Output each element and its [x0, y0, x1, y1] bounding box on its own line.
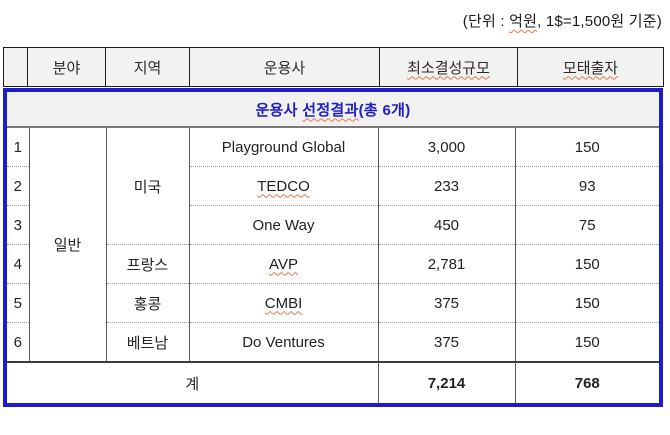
table-row: 2 TEDCO 233 93 [7, 166, 659, 206]
cell-min-size: 2,781 [377, 244, 515, 284]
unit-note-unit: 억원 [509, 13, 538, 30]
cell-min-size: 3,000 [377, 128, 515, 167]
row-number: 6 [7, 322, 29, 362]
cell-investment: 75 [514, 205, 659, 245]
column-header-investment-label: 모태출자 [562, 59, 619, 77]
cell-investment: 150 [514, 322, 659, 362]
total-min-size: 7,214 [377, 361, 515, 403]
cell-region: 베트남 [105, 322, 189, 362]
total-label: 계 [7, 361, 378, 403]
table-row: 5 홍콩 CMBI 375 150 [7, 283, 659, 323]
cell-manager: Playground Global [188, 128, 378, 167]
cell-min-size: 233 [377, 166, 515, 206]
cell-manager: AVP [188, 244, 378, 284]
row-number: 5 [7, 283, 29, 323]
unit-note: (단위 : 억원, 1$=1,500원 기준) [463, 10, 662, 31]
column-header-index [3, 47, 28, 87]
unit-note-suffix: , 1$=1,500원 기준) [537, 13, 662, 30]
section-title: 운용사 선정결과 (총 6개) [7, 92, 659, 128]
cell-manager: CMBI [188, 283, 378, 323]
cell-investment: 93 [514, 166, 659, 206]
column-header-field: 분야 [27, 47, 106, 87]
selection-result-box: 운용사 선정결과 (총 6개) 1 일반 미국 Playground Globa… [3, 88, 663, 407]
cell-min-size: 375 [377, 322, 515, 362]
cell-manager: TEDCO [188, 166, 378, 206]
cell-min-size: 375 [377, 283, 515, 323]
total-row: 계 7,214 768 [7, 361, 659, 403]
row-number: 2 [7, 166, 29, 206]
table-column-header: 분야 지역 운용사 최소결성규모 모태출자 [3, 47, 664, 87]
cell-min-size: 450 [377, 205, 515, 245]
cell-field: 일반 [28, 128, 106, 362]
cell-investment: 150 [514, 244, 659, 284]
column-header-min-size-label: 최소결성규모 [407, 59, 490, 77]
cell-region: 홍콩 [105, 283, 189, 323]
table-row: 6 베트남 Do Ventures 375 150 [7, 322, 659, 362]
cell-manager: One Way [188, 205, 378, 245]
cell-manager-label: TEDCO [257, 177, 310, 195]
cell-region: 프랑스 [105, 244, 189, 284]
table-row: 4 프랑스 AVP 2,781 150 [7, 244, 659, 284]
cell-investment: 150 [514, 283, 659, 323]
row-number: 4 [7, 244, 29, 284]
cell-manager-label: AVP [269, 255, 298, 273]
result-table: 1 일반 미국 Playground Global 3,000 150 2 TE… [7, 128, 659, 403]
column-header-region: 지역 [105, 47, 190, 87]
cell-manager: Do Ventures [188, 322, 378, 362]
table-row: 3 One Way 450 75 [7, 205, 659, 245]
column-header-min-size: 최소결성규모 [379, 47, 518, 87]
cell-manager-label: CMBI [264, 294, 303, 312]
row-number: 3 [7, 205, 29, 245]
section-title-prefix: 운용사 [255, 101, 298, 119]
section-title-highlight: 선정결과 [302, 101, 359, 119]
row-number: 1 [13, 138, 22, 156]
section-title-suffix: (총 6개) [358, 101, 411, 119]
column-header-investment: 모태출자 [517, 47, 664, 87]
unit-note-prefix: (단위 : [462, 13, 510, 30]
cell-investment: 150 [514, 128, 659, 167]
table-row: 1 일반 미국 Playground Global 3,000 150 [7, 128, 659, 362]
column-header-manager: 운용사 [189, 47, 380, 87]
total-investment: 768 [514, 361, 659, 403]
cell-region: 미국 [105, 128, 189, 245]
